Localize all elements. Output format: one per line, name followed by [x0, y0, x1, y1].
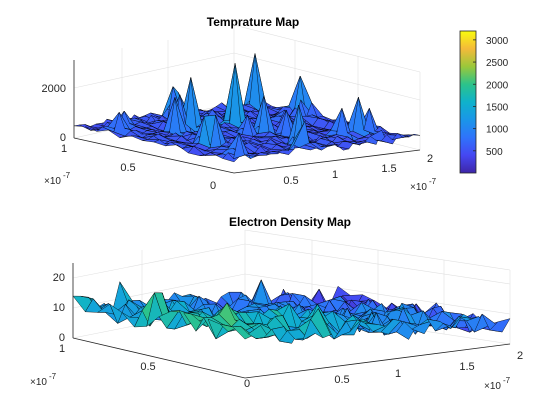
x-axis-exponent: ×10 -7 — [410, 177, 437, 193]
y-axis-exponent: ×10 -7 — [44, 171, 71, 187]
exponent-base: ×10 — [44, 176, 61, 187]
x-tick-label: 0.5 — [283, 175, 298, 187]
colorbar-gradient — [459, 30, 477, 174]
y-axis-line — [73, 137, 235, 174]
colorbar: 500 1000 1500 2000 2500 3000 — [459, 30, 509, 174]
electron-density-map-axes: Electron Density Map 0 10 20 0.5 1 0 0.5… — [30, 215, 523, 392]
colorbar-tick-label: 1500 — [486, 102, 509, 113]
electron-density-map-title: Electron Density Map — [229, 215, 351, 229]
x-axis-exponent: ×10 -7 — [484, 376, 511, 392]
exponent-base: ×10 — [30, 377, 47, 388]
colorbar-tick-label: 2000 — [486, 80, 509, 91]
exponent-power: -7 — [503, 376, 511, 385]
y-axis-exponent: ×10 -7 — [30, 372, 57, 388]
grid-z-2000-right — [233, 52, 421, 101]
exponent-base: ×10 — [484, 381, 501, 392]
surface-patch — [489, 318, 511, 333]
grid-z-10-right — [244, 273, 511, 315]
exponent-power: -7 — [429, 177, 437, 186]
x-tick-label: 1 — [395, 368, 401, 380]
x-tick-label: 2 — [427, 153, 433, 165]
x-axis-line — [244, 343, 511, 379]
x-tick-label: 1.5 — [381, 163, 396, 175]
y-tick-label: 0.5 — [120, 162, 135, 174]
x-tick-label: 0.5 — [334, 374, 349, 386]
x-tick-label: 1.5 — [459, 361, 474, 373]
temperature-map-title: Temprature Map — [207, 15, 299, 29]
colorbar-ticks: 500 1000 1500 2000 2500 3000 — [473, 36, 509, 158]
x-axis-line — [233, 149, 421, 174]
z-tick-label: 0 — [59, 332, 65, 344]
colorbar-tick-label: 1000 — [486, 125, 509, 136]
surface-patch — [403, 133, 421, 138]
back-wall-top — [244, 229, 511, 271]
y-tick-label: 1 — [59, 343, 65, 355]
x-tick-label: 2 — [517, 350, 523, 362]
z-tick-label: 20 — [53, 272, 65, 284]
exponent-power: -7 — [49, 372, 57, 381]
temperature-surface — [73, 53, 421, 163]
electron-density-surface — [72, 279, 511, 344]
grid-z-2000-left — [73, 52, 235, 89]
colorbar-tick-label: 3000 — [486, 36, 509, 47]
back-wall-top — [233, 24, 421, 73]
colorbar-tick-label: 500 — [486, 147, 503, 158]
x-tick-label: 1 — [332, 169, 338, 181]
exponent-base: ×10 — [410, 182, 427, 193]
grid-z-20-right — [244, 243, 511, 285]
z-tick-label: 10 — [53, 302, 65, 314]
grid-z-20-left — [72, 243, 246, 279]
z-tick-label: 2000 — [42, 83, 66, 95]
y-tick-label: 0.5 — [140, 361, 155, 373]
temperature-map-axes: Temprature Map 0 2000 0 0.5 1 0.5 1 1.5 … — [42, 15, 437, 193]
exponent-power: -7 — [63, 171, 71, 180]
colorbar-tick-label: 2500 — [486, 58, 509, 69]
z-tick-label: 0 — [60, 132, 66, 144]
grid-z-10-left — [72, 273, 246, 309]
x-tick-label: 0 — [244, 378, 250, 390]
y-tick-label: 1 — [61, 143, 67, 155]
y-tick-label: 0 — [210, 180, 216, 192]
y-axis-line — [72, 337, 246, 379]
